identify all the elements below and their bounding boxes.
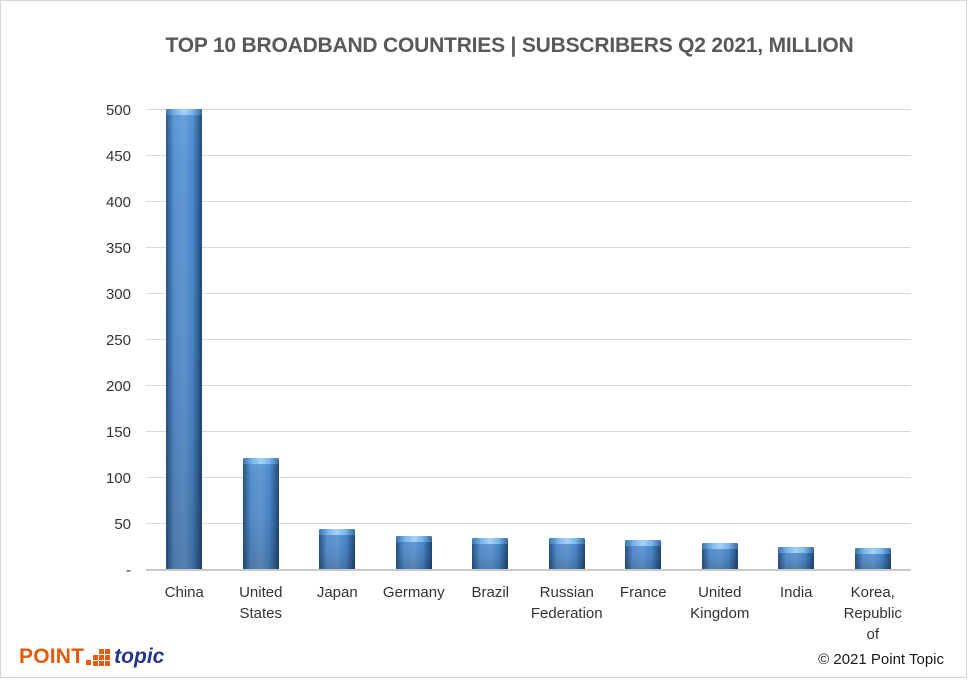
gridline-250 xyxy=(146,339,911,340)
gridline-350 xyxy=(146,247,911,248)
category-label-4: Brazil xyxy=(471,584,509,601)
bar-china xyxy=(166,109,203,569)
bar-slot xyxy=(146,109,223,569)
copyright-text: © 2021 Point Topic xyxy=(818,651,944,668)
category-label-5: Russian Federation xyxy=(530,584,603,622)
y-tick-label-350: 350 xyxy=(105,240,131,257)
y-tick-label-50: 50 xyxy=(114,516,131,533)
bar-japan xyxy=(319,528,356,570)
gridline-100 xyxy=(146,477,911,478)
logo-period-square-icon xyxy=(86,660,92,665)
category-label-2: Japan xyxy=(316,584,358,601)
bar-united-kingdom xyxy=(701,543,738,569)
category-label-8: India xyxy=(779,584,813,601)
y-tick-label-400: 400 xyxy=(105,194,131,211)
category-label-1: United States xyxy=(239,584,283,622)
bar-slot xyxy=(299,111,376,570)
bar-brazil xyxy=(472,537,509,570)
bar-korea-republic-of xyxy=(854,547,891,570)
logo-pixel-grid-icon xyxy=(93,649,111,666)
bar-russian-federation xyxy=(548,537,585,570)
logo-topic-text: topic xyxy=(114,645,165,668)
gridline-450 xyxy=(146,155,911,156)
plot-area xyxy=(146,109,912,571)
x-axis-category-labels: China United States Japan Germany Brazil Russ… xyxy=(146,582,911,645)
bar-slot xyxy=(452,111,529,570)
bar-slot xyxy=(376,111,453,570)
category-label-3: Germany xyxy=(382,584,445,601)
y-tick-label-300: 300 xyxy=(105,286,131,303)
point-topic-logo: POINT topic xyxy=(19,646,164,668)
y-tick-label-500: 500 xyxy=(105,102,131,119)
bar-slot xyxy=(758,111,835,570)
bar-slot xyxy=(835,111,912,570)
gridline-50 xyxy=(146,523,911,524)
y-axis-tick-labels: - 50 100 150 200 250 300 350 400 450 500 xyxy=(1,102,131,579)
bar-germany xyxy=(395,535,432,570)
y-tick-label-100: 100 xyxy=(105,470,131,487)
y-tick-label-250: 250 xyxy=(105,332,131,349)
bar-france xyxy=(625,540,662,569)
bar-slot xyxy=(682,111,759,569)
category-label-9: Korea, Republic of xyxy=(843,584,902,643)
category-label-0: China xyxy=(164,584,204,601)
gridline-150 xyxy=(146,431,911,432)
y-tick-label-200: 200 xyxy=(105,378,131,395)
bar-series xyxy=(146,109,912,570)
gridline-400 xyxy=(146,201,911,202)
chart-title: TOP 10 BROADBAND COUNTRIES | SUBSCRIBERS… xyxy=(165,34,854,57)
bar-india xyxy=(778,546,815,570)
y-tick-label-150: 150 xyxy=(105,424,131,441)
y-tick-label-0: - xyxy=(126,562,131,579)
category-label-6: France xyxy=(619,584,667,601)
gridline-200 xyxy=(146,385,911,386)
bar-slot xyxy=(223,111,300,570)
logo-point-text: POINT xyxy=(19,645,85,668)
bar-slot xyxy=(605,111,682,569)
bar-united-states xyxy=(242,457,279,570)
y-tick-label-450: 450 xyxy=(105,148,131,165)
category-label-7: United Kingdom xyxy=(690,584,750,622)
gridline-300 xyxy=(146,293,911,294)
gridline-500 xyxy=(146,109,911,110)
bar-slot xyxy=(529,111,606,570)
